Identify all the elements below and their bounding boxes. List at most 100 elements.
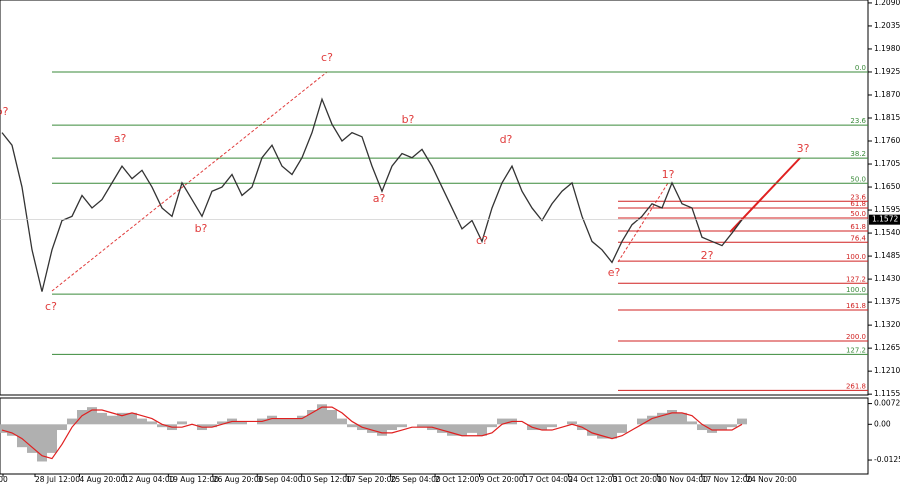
fib-label: 50.0 (850, 210, 866, 218)
histogram-bar (457, 424, 467, 436)
histogram-bar (177, 421, 187, 425)
wave-label: a? (114, 132, 127, 145)
histogram-bar (707, 424, 717, 433)
fib-label: 127.2 (846, 346, 866, 354)
histogram-bar (127, 412, 137, 425)
fib-label: 100.0 (846, 253, 866, 261)
y-tick-label: 1.1980 (874, 44, 900, 53)
histogram-bar (647, 415, 657, 425)
histogram-bar (677, 412, 687, 425)
histogram-bar (607, 424, 617, 439)
histogram-bar (617, 424, 627, 433)
y-tick-label: 1.1320 (874, 320, 900, 329)
x-tick-label: 17 Sep 20:00 (346, 475, 396, 484)
signal-line (1, 406, 743, 460)
histogram-bar (497, 418, 507, 425)
x-tick-label: 10 Nov 04:00 (657, 475, 708, 484)
histogram-bar (447, 424, 457, 436)
trend-line (617, 182, 669, 263)
histogram-bar (87, 407, 97, 425)
wave-label: a? (373, 192, 386, 205)
x-tick-label: 19 Aug 12:00 (168, 475, 219, 484)
histogram-bar (727, 424, 737, 428)
histogram-bar (637, 418, 647, 425)
current-price-label: 1.1572 (872, 215, 898, 224)
histogram-bar (397, 424, 407, 428)
histogram-bar (107, 415, 117, 425)
histogram-bar (347, 424, 357, 428)
x-tick-label: 24 Oct 12:00 (568, 475, 617, 484)
histogram-bar (27, 424, 37, 453)
x-tick-label: 17 Oct 04:00 (524, 475, 573, 484)
x-tick-label: 24 Nov 20:00 (746, 475, 797, 484)
x-tick-label: 25 Sep 04:00 (391, 475, 441, 484)
y-tick-label: 1.1650 (874, 182, 900, 191)
histogram-bar (387, 424, 397, 431)
price-line (1, 97, 743, 292)
fib-label: 23.6 (850, 193, 866, 201)
fib-label: 38.2 (850, 150, 866, 158)
histogram-bar (327, 410, 337, 425)
y-tick-label: 1.1925 (874, 67, 900, 76)
fib-label: 61.8 (850, 200, 866, 208)
wave-label: 2? (701, 249, 714, 262)
current-price-box (869, 214, 900, 225)
y-tick-label: 1.1430 (874, 274, 900, 283)
histogram-bar (667, 410, 677, 425)
histogram-bar (717, 424, 727, 431)
histogram-bar (737, 418, 747, 425)
wave-label: 1? (662, 168, 675, 181)
histogram-bar (287, 418, 297, 425)
x-tick-label: 9 Oct 20:00 (480, 475, 524, 484)
histogram-bar (337, 418, 347, 425)
x-tick-label: 2 Oct 12:00 (435, 475, 479, 484)
y-tick-label: 1.1595 (874, 205, 900, 214)
histogram-bar (117, 412, 127, 425)
histogram-bar (137, 418, 147, 425)
y-tick-label: 1.1375 (874, 297, 900, 306)
y-tick-label: 1.1155 (874, 389, 900, 398)
x-tick-label: 28 Jul 12:00 (35, 475, 80, 484)
histogram-bar (97, 412, 107, 425)
fib-label: 261.8 (846, 382, 866, 390)
histogram-bar (47, 424, 57, 453)
histogram-bar (697, 424, 707, 431)
y-tick-label: 1.2090 (874, 0, 900, 7)
histogram-bar (157, 424, 167, 428)
x-tick-label: 12 Aug 04:00 (124, 475, 175, 484)
wave-label: c? (45, 300, 57, 313)
x-tick-label: 17 Nov 12:00 (702, 475, 753, 484)
histogram-bar (297, 415, 307, 425)
fib-label: 50.0 (850, 175, 866, 183)
wave-label: d? (500, 133, 513, 146)
y-tick-label: 1.1540 (874, 228, 900, 237)
y-tick-label: 1.1210 (874, 366, 900, 375)
histogram-bar (587, 424, 597, 436)
histogram-bar (437, 424, 447, 433)
histogram-bar (597, 424, 607, 439)
y-tick-label: 1.1870 (874, 90, 900, 99)
wave-label: b? (402, 113, 415, 126)
y-tick-label: 1.1265 (874, 343, 900, 352)
histogram-bar (467, 424, 477, 433)
y-tick-label: 1.1760 (874, 136, 900, 145)
y-tick-label: -0.0125 (874, 455, 900, 464)
histogram-bar (687, 421, 697, 425)
y-tick-label: 1.1485 (874, 251, 900, 260)
histogram-bar (487, 424, 497, 428)
wave-label: 3? (797, 142, 810, 155)
fib-label: 161.8 (846, 302, 866, 310)
wave-label: c? (321, 51, 333, 64)
histogram-bar (147, 421, 157, 425)
histogram-bar (547, 424, 557, 428)
x-tick-label: 10 Sep 12:00 (302, 475, 352, 484)
histogram-bar (537, 424, 547, 431)
wave-label: e? (608, 266, 621, 279)
histogram-bar (477, 424, 487, 436)
oscillator-pane (0, 397, 869, 475)
fib-label: 76.4 (850, 234, 866, 242)
histogram-bar (277, 418, 287, 425)
histogram-bar (237, 421, 247, 425)
